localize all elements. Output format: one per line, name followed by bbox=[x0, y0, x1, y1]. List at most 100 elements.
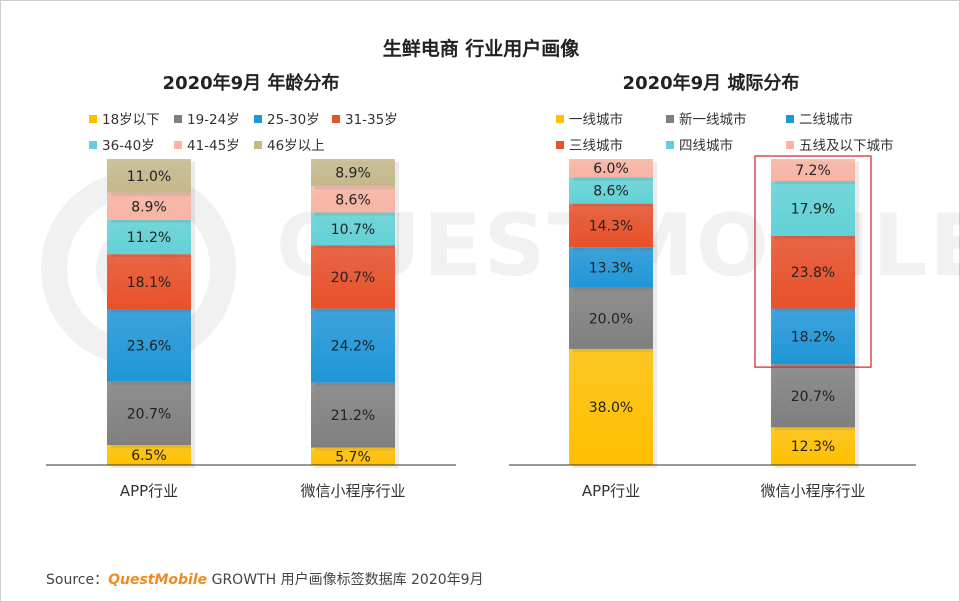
age-category-label: 微信小程序行业 bbox=[300, 482, 405, 500]
age-bar-segment bbox=[311, 186, 395, 213]
city-legend-item: 一线城市 bbox=[556, 108, 623, 128]
city-legend-swatch bbox=[556, 141, 564, 149]
city-highlight-box bbox=[754, 155, 872, 368]
city-bar-segment bbox=[569, 247, 653, 288]
age-bar-segment bbox=[311, 447, 395, 465]
age-data-label: 8.9% bbox=[335, 166, 371, 182]
age-data-label: 11.2% bbox=[127, 230, 171, 246]
city-bar-segment bbox=[771, 427, 855, 465]
age-bar-segment bbox=[311, 382, 395, 448]
age-legend-swatch bbox=[174, 141, 182, 149]
age-data-label: 8.9% bbox=[131, 199, 167, 215]
city-legend-label: 一线城市 bbox=[569, 112, 623, 128]
city-legend-item: 三线城市 bbox=[556, 134, 623, 154]
age-legend-item: 31-35岁 bbox=[332, 108, 398, 128]
age-legend-item: 41-45岁 bbox=[174, 134, 240, 154]
city-data-label: 14.3% bbox=[589, 218, 633, 234]
stacked-bar-charts: 6.5% 20.7% 23.6% 18.1% 11.2% 8.9% 11.0% APP行业 5.… bbox=[46, 155, 916, 500]
city-legend-label: 五线及以下城市 bbox=[799, 138, 894, 154]
age-chart-legend: 18岁以下 19-24岁 25-30岁 31-35岁 36-40岁 41-45岁 46岁以上 bbox=[89, 108, 419, 158]
city-category-label: 微信小程序行业 bbox=[760, 482, 865, 500]
page-title: 生鲜电商 行业用户画像 bbox=[382, 38, 580, 60]
age-bar-segment bbox=[107, 219, 191, 255]
city-bar-segment bbox=[771, 181, 855, 236]
city-bar-segment bbox=[569, 159, 653, 178]
age-legend-item: 19-24岁 bbox=[174, 108, 240, 128]
city-bar-segment bbox=[771, 308, 855, 365]
age-legend-item: 46岁以上 bbox=[254, 134, 325, 154]
age-bar-segment bbox=[311, 308, 395, 383]
source-suffix: GROWTH 用户画像标签数据库 2020年9月 bbox=[211, 572, 484, 588]
age-legend-swatch bbox=[89, 141, 97, 149]
city-bar-segment bbox=[569, 177, 653, 204]
city-bar-segment bbox=[569, 348, 653, 465]
age-data-label: 6.5% bbox=[131, 448, 167, 464]
age-bar-segment bbox=[107, 254, 191, 310]
city-legend-swatch bbox=[666, 115, 674, 123]
city-data-label: 6.0% bbox=[593, 161, 629, 177]
source-brand: QuestMobile bbox=[108, 572, 208, 588]
age-legend-swatch bbox=[332, 115, 340, 123]
age-legend-item: 25-30岁 bbox=[254, 108, 320, 128]
age-data-label: 18.1% bbox=[127, 275, 171, 291]
age-data-label: 23.6% bbox=[127, 339, 171, 355]
city-data-label: 20.7% bbox=[791, 389, 835, 405]
city-chart-legend: 一线城市 新一线城市 二线城市三线城市 四线城市 五线及以下城市 bbox=[556, 108, 916, 158]
city-bar-segment bbox=[771, 364, 855, 428]
age-legend-label: 19-24岁 bbox=[187, 112, 240, 128]
age-data-label: 21.2% bbox=[331, 408, 375, 424]
city-data-label: 17.9% bbox=[791, 201, 835, 217]
age-legend-label: 36-40岁 bbox=[102, 138, 155, 154]
age-bar-segment bbox=[107, 309, 191, 382]
city-data-label: 20.0% bbox=[589, 311, 633, 327]
city-legend-swatch bbox=[786, 115, 794, 123]
city-data-label: 23.8% bbox=[791, 265, 835, 281]
source-note: Source：QuestMobile GROWTH 用户画像标签数据库 2020… bbox=[46, 569, 484, 589]
city-chart-title: 2020年9月 城际分布 bbox=[622, 73, 800, 94]
age-legend-swatch bbox=[254, 115, 262, 123]
age-legend-swatch bbox=[254, 141, 262, 149]
age-data-label: 8.6% bbox=[335, 192, 371, 208]
city-data-label: 13.3% bbox=[589, 261, 633, 277]
age-chart-title: 2020年9月 年龄分布 bbox=[162, 73, 340, 94]
age-legend-label: 46岁以上 bbox=[267, 138, 325, 154]
age-bar-segment bbox=[311, 245, 395, 309]
age-data-label: 24.2% bbox=[331, 339, 375, 355]
source-prefix: Source： bbox=[46, 572, 109, 588]
city-legend-swatch bbox=[556, 115, 564, 123]
city-legend-swatch bbox=[666, 141, 674, 149]
age-legend-label: 18岁以下 bbox=[102, 112, 160, 128]
city-legend-item: 二线城市 bbox=[786, 108, 853, 128]
age-data-label: 5.7% bbox=[335, 449, 371, 465]
age-legend-swatch bbox=[89, 115, 97, 123]
age-legend-label: 41-45岁 bbox=[187, 138, 240, 154]
city-data-label: 18.2% bbox=[791, 329, 835, 345]
city-legend-item: 四线城市 bbox=[666, 134, 733, 154]
city-bar-segment bbox=[771, 159, 855, 182]
age-bar-segment bbox=[107, 159, 191, 193]
city-bar-segment bbox=[569, 203, 653, 248]
age-data-label: 11.0% bbox=[127, 169, 171, 185]
age-data-label: 20.7% bbox=[127, 406, 171, 422]
age-legend-item: 18岁以下 bbox=[89, 108, 160, 128]
city-legend-label: 二线城市 bbox=[799, 112, 853, 128]
city-data-label: 38.0% bbox=[589, 400, 633, 416]
age-legend-label: 25-30岁 bbox=[267, 112, 320, 128]
city-legend-label: 四线城市 bbox=[679, 138, 733, 154]
city-category-label: APP行业 bbox=[582, 482, 640, 500]
city-data-label: 8.6% bbox=[593, 183, 629, 199]
city-legend-swatch bbox=[786, 141, 794, 149]
city-data-label: 12.3% bbox=[791, 439, 835, 455]
age-bar-segment bbox=[107, 192, 191, 220]
age-bar-segment bbox=[107, 445, 191, 465]
city-bar-segment bbox=[771, 235, 855, 309]
age-data-label: 10.7% bbox=[331, 222, 375, 238]
age-category-label: APP行业 bbox=[120, 482, 178, 500]
city-legend-item: 五线及以下城市 bbox=[786, 134, 894, 154]
age-bar-segment bbox=[107, 381, 191, 446]
age-data-label: 20.7% bbox=[331, 270, 375, 286]
age-legend-label: 31-35岁 bbox=[345, 112, 398, 128]
age-bar-segment bbox=[311, 159, 395, 187]
city-legend-item: 新一线城市 bbox=[666, 108, 747, 128]
